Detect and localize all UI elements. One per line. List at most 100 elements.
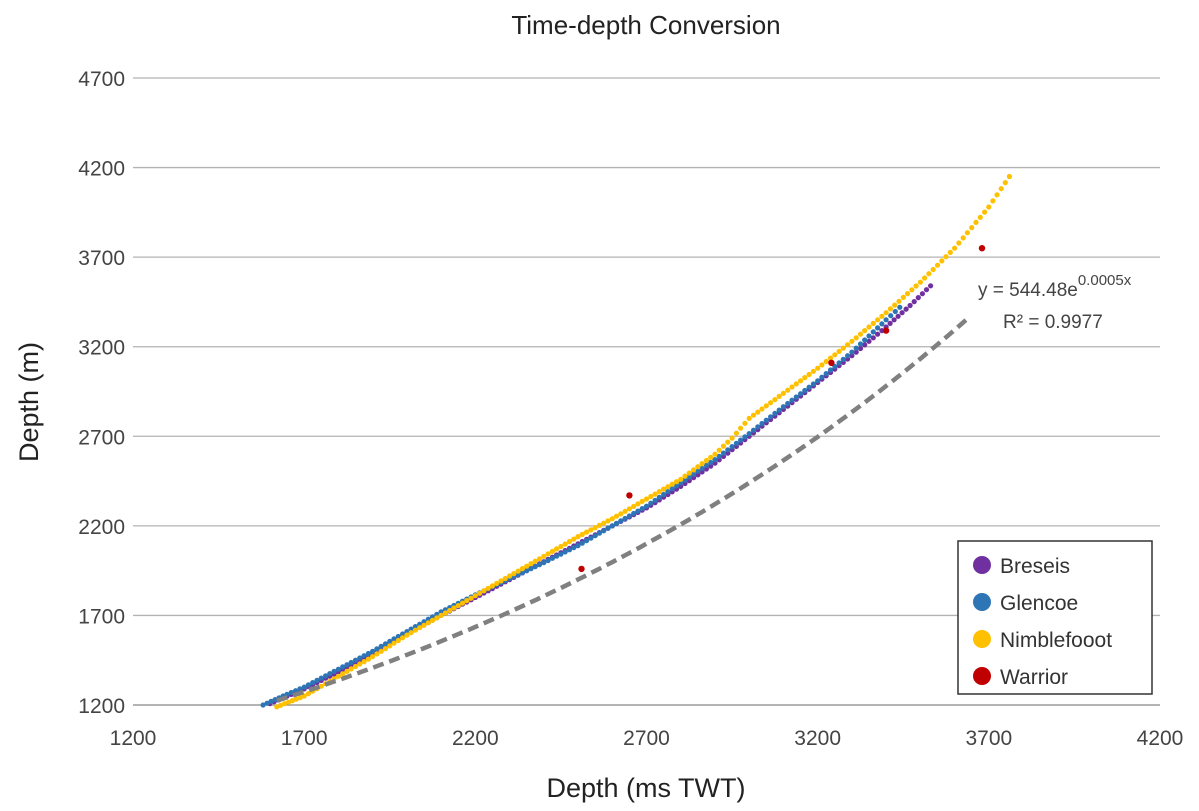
data-point — [536, 562, 543, 568]
data-point — [305, 691, 311, 697]
data-point — [374, 646, 380, 652]
data-point — [823, 371, 829, 377]
x-tick-label: 4200 — [1137, 727, 1184, 750]
data-point — [978, 245, 986, 252]
data-point — [682, 473, 688, 479]
data-point — [703, 466, 710, 472]
data-point — [314, 677, 320, 684]
data-point — [703, 457, 710, 464]
data-point — [913, 283, 919, 289]
data-point — [395, 637, 401, 644]
data-point — [425, 620, 431, 626]
data-point — [408, 626, 414, 632]
data-point — [285, 699, 292, 705]
data-point — [915, 295, 921, 301]
data-point — [780, 404, 787, 410]
data-point — [297, 686, 303, 692]
data-point — [930, 266, 936, 273]
data-point — [895, 313, 901, 319]
data-point — [361, 659, 367, 665]
data-point — [536, 556, 543, 562]
data-point — [789, 397, 795, 403]
legend-marker-breseis — [973, 556, 991, 574]
data-point — [892, 302, 898, 308]
data-point — [875, 325, 881, 331]
series-nimblefooot — [274, 173, 1013, 710]
data-point — [412, 627, 418, 633]
data-point — [459, 600, 466, 606]
x-tick-label: 1200 — [110, 727, 157, 750]
data-point — [652, 497, 658, 503]
data-point — [378, 643, 384, 649]
data-point — [673, 479, 680, 485]
data-point — [425, 616, 431, 622]
data-point — [883, 317, 889, 323]
y-tick-label: 1700 — [78, 605, 125, 628]
data-point — [742, 420, 748, 426]
x-tick-label: 2200 — [452, 727, 499, 750]
data-point — [763, 403, 769, 409]
data-point — [708, 454, 714, 460]
data-point — [455, 603, 461, 609]
data-point — [928, 283, 934, 289]
data-point — [434, 615, 440, 621]
data-point — [626, 506, 633, 512]
data-point — [810, 381, 817, 387]
data-point — [686, 470, 692, 476]
data-point — [669, 486, 675, 492]
data-point — [323, 673, 329, 679]
data-point — [301, 684, 307, 690]
data-point — [472, 593, 478, 599]
data-point — [532, 564, 538, 570]
data-point — [720, 450, 727, 456]
data-point — [609, 516, 615, 522]
data-point — [639, 506, 645, 512]
data-point — [862, 337, 868, 343]
data-point — [691, 467, 697, 473]
data-point — [708, 459, 714, 466]
data-point — [922, 275, 928, 281]
x-tick-label: 3700 — [965, 727, 1012, 750]
data-point — [891, 317, 897, 323]
data-point — [768, 400, 774, 406]
data-point — [665, 484, 671, 490]
data-point — [879, 321, 885, 327]
trendline-equation-exponent: 0.0005x — [1078, 272, 1132, 289]
data-point — [545, 551, 551, 557]
data-point — [626, 513, 633, 519]
data-point — [613, 520, 620, 527]
data-point — [566, 547, 573, 553]
data-point — [712, 460, 718, 466]
data-point — [352, 657, 359, 663]
chart-title: Time-depth Conversion — [511, 10, 780, 40]
data-point — [750, 412, 757, 418]
x-axis-title: Depth (ms TWT) — [546, 773, 745, 803]
data-point — [656, 494, 662, 500]
data-point — [857, 331, 864, 337]
data-point — [648, 500, 654, 506]
data-point — [742, 434, 748, 440]
data-point — [733, 430, 740, 436]
data-point — [785, 400, 791, 407]
data-point — [746, 431, 752, 437]
y-tick-label: 2700 — [78, 426, 125, 449]
data-point — [268, 698, 274, 705]
data-point — [575, 534, 581, 540]
legend-label-breseis: Breseis — [1000, 555, 1070, 578]
series-warrior — [578, 245, 986, 573]
data-point — [708, 463, 714, 469]
data-point — [703, 462, 710, 468]
data-point — [605, 518, 611, 524]
data-point — [772, 397, 778, 403]
data-point — [947, 249, 953, 255]
data-point — [365, 650, 371, 657]
data-point — [494, 580, 500, 587]
legend-label-warrior: Warrior — [1000, 666, 1068, 689]
data-point — [845, 353, 851, 359]
data-point — [776, 393, 782, 399]
data-point — [907, 302, 913, 309]
data-point — [725, 447, 731, 453]
data-point — [923, 287, 930, 293]
data-point — [733, 440, 740, 446]
data-point — [862, 328, 868, 334]
